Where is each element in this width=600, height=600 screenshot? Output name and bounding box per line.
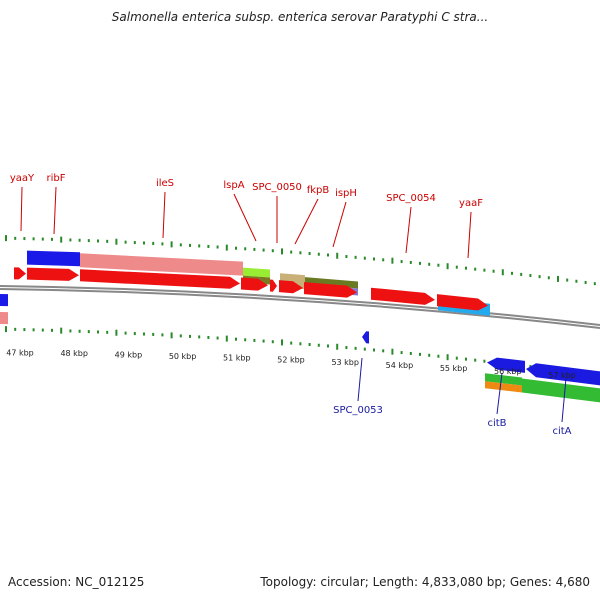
- cds-reverse-arrow[interactable]: [362, 331, 369, 344]
- label-leader-line: [561, 377, 567, 423]
- cds-forward-arrow[interactable]: [80, 269, 240, 289]
- kbp-label: 50 kbp: [169, 352, 197, 361]
- gene-label-yaaY[interactable]: yaaY: [10, 173, 35, 184]
- backbone-line: [0, 288, 600, 329]
- kbp-label: 51 kbp: [223, 354, 251, 363]
- topology-text: Topology: circular; Length: 4,833,080 bp…: [260, 575, 590, 589]
- map-title: Salmonella enterica subsp. enterica sero…: [111, 10, 489, 24]
- backbone-line: [0, 285, 600, 326]
- gene-bar-left-blue[interactable]: [0, 294, 8, 307]
- label-leader-line: [332, 201, 347, 248]
- kbp-label: 48 kbp: [60, 349, 88, 358]
- gene-labels[interactable]: yaaY ribF ileS lspA SPC_0050 fkpB ispH SPC_0054…: [10, 173, 572, 437]
- gene-label-citB[interactable]: citB: [487, 418, 506, 429]
- kbp-axis-labels: 47 kbp 48 kbp 49 kbp 50 kbp 51 kbp 52 kbp 53 k…: [6, 348, 576, 380]
- gene-label-ispH[interactable]: ispH: [335, 188, 357, 199]
- kbp-label: 47 kbp: [6, 348, 34, 357]
- kbp-label: 55 kbp: [440, 364, 468, 373]
- gene-bar-lspA[interactable]: [243, 267, 270, 278]
- gene-label-lspA[interactable]: lspA: [223, 180, 244, 191]
- gene-label-fkpB[interactable]: fkpB: [307, 185, 330, 196]
- gene-bar-citA[interactable]: [522, 378, 600, 403]
- cds-forward-arrow[interactable]: [14, 267, 26, 280]
- cds-forward-arrow[interactable]: [279, 280, 303, 294]
- kbp-label: 52 kbp: [277, 356, 305, 365]
- kbp-label: 57 kbp: [548, 371, 576, 380]
- cds-forward-arrow[interactable]: [371, 287, 435, 305]
- gene-bar-citB-sub[interactable]: [485, 381, 522, 393]
- accession-text: Accession: NC_012125: [8, 575, 145, 589]
- label-leader-line: [20, 186, 23, 232]
- gene-bar-citB[interactable]: [485, 373, 522, 386]
- kbp-label: 49 kbp: [115, 350, 143, 359]
- kbp-label: 54 kbp: [386, 361, 414, 370]
- kbp-label: 53 kbp: [331, 358, 359, 367]
- label-leader-line: [162, 191, 166, 239]
- cds-reverse-arrow[interactable]: [526, 363, 600, 386]
- gene-bar-ribF[interactable]: [27, 250, 80, 267]
- kbp-label: 56 kbp: [494, 367, 522, 376]
- cds-forward-arrow[interactable]: [241, 277, 268, 291]
- cds-forward-arrow[interactable]: [304, 282, 357, 298]
- cds-forward-arrow[interactable]: [437, 294, 488, 311]
- label-leader-line: [357, 357, 363, 402]
- gene-label-SPC_0050[interactable]: SPC_0050: [252, 182, 302, 193]
- cds-reverse-arrow[interactable]: [487, 357, 525, 373]
- label-leader-line: [496, 372, 503, 415]
- gene-label-ribF[interactable]: ribF: [47, 173, 66, 184]
- label-leader-line: [294, 198, 319, 245]
- label-leader-line: [405, 206, 412, 254]
- gene-label-citA[interactable]: citA: [552, 426, 571, 437]
- gene-label-SPC_0053[interactable]: SPC_0053: [333, 405, 383, 416]
- label-leader-line: [53, 186, 57, 235]
- label-leader-line: [467, 211, 472, 259]
- feature-tracks: [0, 250, 600, 403]
- cds-forward-arrow[interactable]: [27, 267, 79, 281]
- gene-label-ileS[interactable]: ileS: [156, 178, 174, 189]
- cds-forward-arrow[interactable]: [270, 279, 277, 292]
- gene-bar-left-pink[interactable]: [0, 312, 8, 325]
- label-leader-line: [233, 193, 257, 242]
- gene-bar-ileS[interactable]: [80, 253, 243, 276]
- genome-backbone: [0, 285, 600, 329]
- gene-label-SPC_0054[interactable]: SPC_0054: [386, 193, 436, 204]
- gene-label-yaaF[interactable]: yaaF: [459, 198, 483, 209]
- tick-marks: [5, 235, 596, 377]
